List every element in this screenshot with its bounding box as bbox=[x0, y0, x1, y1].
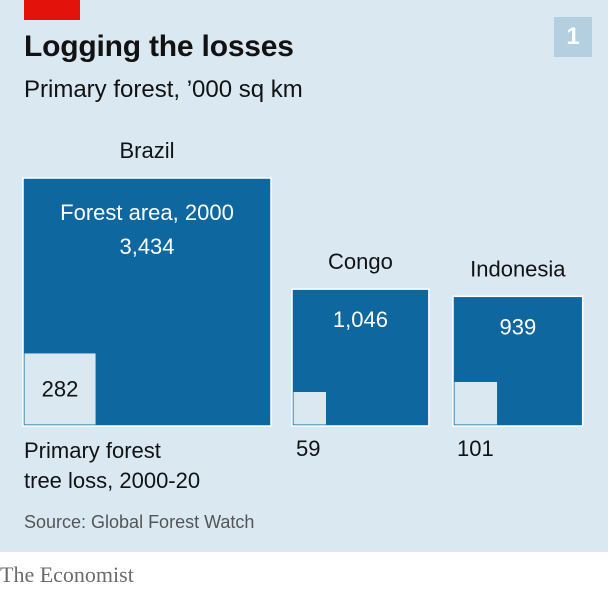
tree-loss-square-brazil bbox=[24, 353, 96, 425]
tree-loss-value-indonesia: 101 bbox=[457, 436, 494, 461]
forest-area-value-brazil: 3,434 bbox=[119, 234, 174, 259]
chart-subtitle: Primary forest, ’000 sq km bbox=[24, 76, 303, 103]
forest-area-value-indonesia: 939 bbox=[499, 314, 536, 339]
source-note: Source: Global Forest Watch bbox=[24, 512, 255, 532]
red-accent-bar bbox=[24, 0, 80, 20]
tree-loss-value-brazil: 282 bbox=[42, 376, 79, 401]
tree-loss-square-congo bbox=[293, 391, 327, 425]
tree-loss-label-line2: tree loss, 2000-20 bbox=[24, 468, 201, 493]
country-label-brazil: Brazil bbox=[119, 138, 174, 163]
tree-loss-label-line1: Primary forest bbox=[24, 438, 161, 463]
country-label-indonesia: Indonesia bbox=[470, 256, 566, 281]
chart-title: Logging the losses bbox=[24, 30, 294, 63]
forest-area-value-congo: 1,046 bbox=[333, 307, 388, 332]
chart-panel: Logging the losses Primary forest, ’000 … bbox=[0, 0, 608, 552]
chart-number-badge: 1 bbox=[554, 17, 592, 57]
tree-loss-square-indonesia bbox=[454, 381, 498, 425]
publisher-logo: The Economist bbox=[0, 562, 134, 587]
forest-area-series-label: Forest area, 2000 bbox=[60, 200, 234, 225]
country-label-congo: Congo bbox=[328, 249, 393, 274]
square-chart: Brazil Forest area, 2000 3,434 282 Congo 1,04… bbox=[22, 138, 584, 461]
tree-loss-value-congo: 59 bbox=[296, 436, 320, 461]
tree-loss-label: Primary forest tree loss, 2000-20 bbox=[24, 436, 200, 496]
